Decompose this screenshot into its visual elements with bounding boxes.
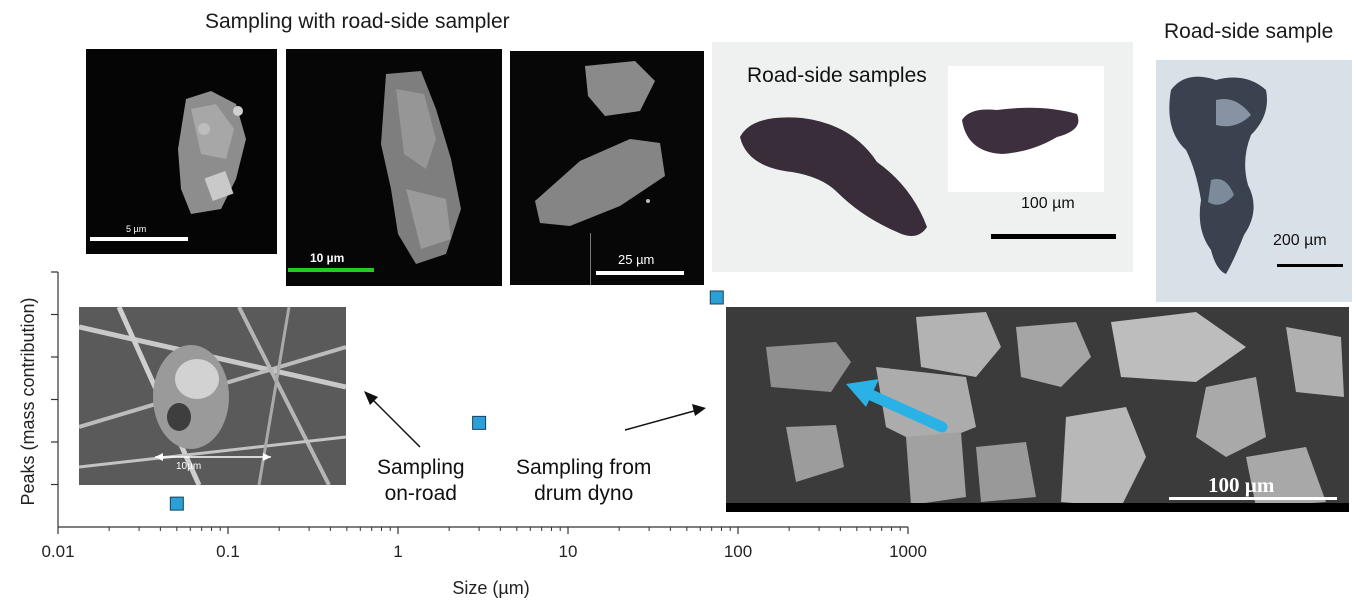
drum-dyno-graphic	[726, 312, 1349, 512]
sem-particle-graphic	[178, 91, 246, 214]
caption-roadside-samples: Road-side samples	[747, 64, 927, 87]
arrow-to-onroad-image	[364, 391, 421, 448]
data-point	[472, 415, 487, 430]
sem-image-particles-25um: 25 µm	[510, 51, 704, 285]
scale-label-100um-optical: 100 µm	[1021, 195, 1075, 212]
scale-bar-10um	[288, 268, 374, 272]
data-point	[709, 290, 724, 305]
scale-bar-100um-optical	[991, 234, 1116, 239]
sem-particles-graphic	[535, 61, 665, 226]
scale-label-200um: 200 µm	[1273, 232, 1327, 249]
y-axis-title: Peaks (mass contribution)	[18, 297, 38, 505]
x-tick-label: 10	[559, 542, 578, 561]
onroad-filter-graphic	[79, 307, 346, 485]
sem-image-particle-5um: 5 µm	[86, 49, 277, 254]
scale-label-5um: 5 µm	[126, 224, 147, 234]
sem-aggregate-graphic	[381, 71, 461, 264]
scale-arrow-10um	[155, 453, 271, 461]
x-tick-label: 1	[393, 542, 402, 561]
arrow-to-drum-image	[624, 404, 706, 431]
x-tick-label: 100	[724, 542, 752, 561]
caption-roadside-sample: Road-side sample	[1164, 20, 1334, 43]
scale-bar-200um	[1277, 264, 1343, 267]
data-point	[169, 496, 184, 511]
sem-image-drum-dyno: 100 µm	[726, 307, 1349, 512]
scale-bar-5um	[90, 237, 188, 241]
blue-arrow-graphic	[846, 379, 948, 433]
annotation-drum-dyno: Sampling from drum dyno	[516, 456, 652, 505]
panel-divider-line	[590, 233, 591, 285]
scale-bar-25um	[596, 271, 684, 275]
scale-label-10um-onroad: 10µm	[176, 461, 202, 472]
scale-bar-100um-sem	[1169, 497, 1337, 500]
x-tick-label: 0.1	[216, 542, 240, 561]
roadside-samples-graphic	[740, 66, 1104, 236]
scale-label-10um: 10 µm	[310, 251, 345, 265]
sem-image-onroad-filter: 10µm	[79, 307, 346, 485]
optical-image-roadside-samples: Road-side samples 100 µm	[712, 42, 1133, 272]
x-axis-title: Size (µm)	[452, 578, 529, 598]
roadside-sample-graphic	[1169, 76, 1267, 275]
x-tick-label: 1000	[889, 542, 927, 561]
x-tick-label: 0.01	[41, 542, 74, 561]
caption-roadside-sampler: Sampling with road-side sampler	[205, 10, 510, 33]
sem-image-aggregate-10um: 10 µm	[286, 49, 502, 286]
annotation-onroad: Sampling on-road	[377, 456, 465, 505]
scale-label-25um: 25 µm	[618, 252, 655, 267]
optical-image-roadside-sample: 200 µm	[1156, 60, 1352, 302]
scale-label-100um-sem: 100 µm	[1208, 473, 1275, 497]
